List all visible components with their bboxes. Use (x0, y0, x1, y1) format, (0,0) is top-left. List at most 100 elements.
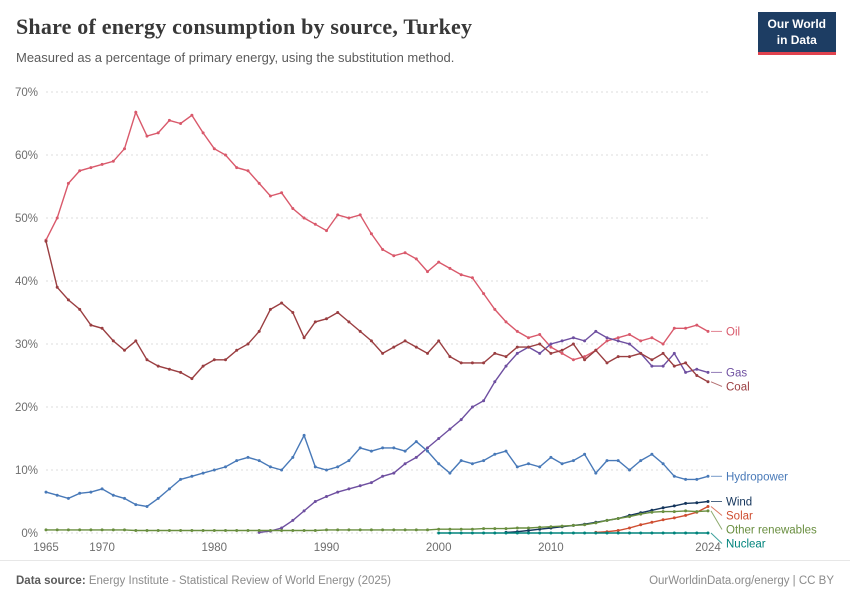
series-point (78, 528, 82, 532)
series-end-label-gas[interactable]: Gas (726, 367, 747, 379)
series-point (661, 351, 665, 355)
series-point (594, 329, 598, 333)
data-source-label: Data source: (16, 574, 86, 587)
series-point (190, 377, 194, 381)
series-point (235, 166, 239, 170)
series-point (706, 531, 710, 535)
series-point (437, 527, 441, 531)
series-point (381, 474, 385, 478)
series-point (650, 358, 654, 362)
series-point (414, 345, 418, 349)
series-point (403, 462, 407, 466)
series-point (538, 525, 542, 529)
series-point (55, 285, 59, 289)
series-point (291, 207, 295, 210)
series-point (470, 527, 474, 531)
series-point (246, 169, 250, 173)
series-point (538, 333, 542, 336)
series-point (426, 449, 429, 453)
owid-link[interactable]: OurWorldinData.org/energy | CC BY (649, 574, 834, 587)
y-axis-tick-label: 20% (15, 402, 38, 414)
series-point (257, 181, 261, 185)
series-point (302, 529, 306, 532)
series-point (527, 531, 530, 535)
series-point (470, 531, 474, 535)
series-end-label-oil[interactable]: Oil (726, 326, 740, 338)
series-point (134, 110, 138, 114)
series-point (325, 468, 328, 472)
series-point (179, 477, 183, 481)
y-axis-tick-label: 50% (15, 213, 38, 225)
series-point (291, 455, 295, 459)
series-point (504, 320, 508, 324)
series-point (280, 526, 284, 530)
series-point (695, 531, 699, 535)
series-point (280, 191, 284, 195)
series-point (571, 531, 575, 535)
series-line-hydropower[interactable] (45, 433, 709, 508)
series-point (78, 169, 82, 173)
series-point (549, 455, 553, 459)
series-point (560, 339, 564, 343)
series-point (672, 531, 676, 535)
series-line-other-renewables[interactable] (46, 510, 709, 532)
series-point (179, 122, 183, 125)
series-point (482, 399, 486, 403)
series-point (504, 364, 508, 368)
series-point (504, 531, 508, 535)
series-point (212, 147, 216, 151)
series-point (459, 361, 463, 365)
series-point (470, 462, 474, 466)
series-point (482, 292, 486, 296)
series-point (381, 528, 385, 532)
series-point (325, 495, 328, 498)
series-point (706, 474, 710, 478)
series-point (684, 326, 688, 330)
series-point (179, 370, 183, 374)
series-point (369, 232, 373, 236)
owid-logo-line2: in Data (776, 32, 817, 47)
series-end-label-coal[interactable]: Coal (726, 381, 750, 393)
series-point (616, 531, 620, 535)
series-point (448, 266, 452, 270)
series-end-label-solar[interactable]: Solar (726, 511, 753, 523)
series-end-label-wind[interactable]: Wind (726, 497, 752, 509)
series-point (325, 317, 328, 321)
series-end-label-other-renewables[interactable]: Other renewables (726, 525, 817, 537)
series-point (549, 531, 553, 535)
series-point (212, 468, 216, 472)
series-point (672, 474, 676, 478)
owid-logo-line1: Our World (767, 17, 826, 31)
series-point (111, 339, 115, 343)
series-point (381, 446, 385, 450)
chart-canvas: 0% 10% 20% 30% 40% 50% 60% 70% 1965 1970 1980 1990 2… (15, 87, 817, 554)
owid-logo[interactable]: Our World in Data (757, 12, 836, 56)
series-point (661, 518, 665, 522)
series-point (706, 380, 710, 384)
series-point (650, 452, 654, 456)
series-point (336, 311, 340, 314)
series-point (66, 528, 70, 532)
series-point (493, 307, 497, 311)
series-point (358, 213, 362, 217)
series-point (212, 358, 216, 362)
series-end-label-nuclear[interactable]: Nuclear (726, 539, 766, 551)
series-point (111, 159, 115, 163)
series-point (44, 239, 48, 243)
series-point (448, 527, 452, 531)
x-axis-tick-label: 2010 (538, 542, 564, 554)
series-end-label-hydropower[interactable]: Hydropower (726, 471, 788, 483)
series-point (392, 471, 396, 475)
series-point (594, 521, 598, 525)
series-line-coal[interactable] (45, 241, 709, 383)
series-point (493, 527, 497, 531)
series-point (684, 531, 688, 535)
series-line-oil[interactable] (45, 110, 709, 361)
series-point (549, 342, 553, 346)
series-point (482, 459, 486, 463)
series-point (235, 348, 239, 352)
series-point (695, 477, 699, 481)
series-point (571, 523, 575, 527)
series-point (212, 529, 216, 532)
series-point (470, 276, 474, 280)
